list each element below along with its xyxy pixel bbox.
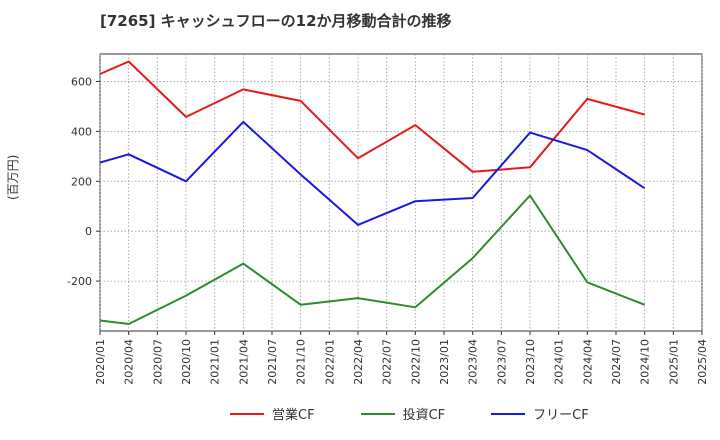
legend-swatch-investing: [360, 412, 395, 415]
series-line-1: [99, 194, 646, 325]
legend: 営業CF 投資CF フリーCF: [230, 404, 589, 423]
x-tick-label: 2021/10: [295, 339, 308, 385]
x-tick-label: 2021/04: [237, 339, 250, 385]
x-tick-label: 2022/04: [352, 339, 365, 385]
legend-swatch-free: [491, 412, 526, 415]
legend-item-investing: 投資CF: [360, 404, 446, 423]
x-tick-label: 2020/07: [151, 339, 164, 385]
legend-item-free: フリーCF: [491, 404, 589, 423]
x-tick-label: 2025/04: [696, 339, 709, 385]
x-tick-label: 2020/01: [94, 339, 107, 385]
plot-frame: [99, 53, 703, 332]
x-tick-label: 2024/01: [553, 339, 566, 385]
x-tick-label: 2022/01: [323, 339, 336, 385]
x-tick-label: 2024/07: [610, 339, 623, 385]
y-tick-label: -200: [67, 275, 92, 288]
x-tick-label: 2024/04: [581, 339, 594, 385]
chart-title: [7265] キャッシュフローの12か月移動合計の推移: [100, 12, 452, 30]
y-tick-label: 600: [71, 75, 92, 88]
x-tick-label: 2022/10: [409, 339, 422, 385]
x-tick-label: 2023/10: [524, 339, 537, 385]
legend-swatch-operating: [230, 412, 264, 415]
x-tick-label: 2020/04: [123, 339, 136, 385]
x-tick-label: 2021/01: [209, 339, 222, 385]
legend-label-operating: 営業CF: [272, 408, 315, 423]
x-tick-label: 2023/07: [495, 339, 508, 385]
y-tick-label: 0: [85, 225, 92, 238]
x-tick-label: 2020/10: [180, 339, 193, 385]
series-line-0: [99, 60, 645, 173]
legend-item-operating: 営業CF: [230, 404, 315, 423]
x-tick-label: 2024/10: [639, 339, 652, 385]
x-tick-label: 2022/07: [381, 339, 394, 385]
y-tick-label: 400: [71, 125, 92, 138]
series-line-2: [99, 120, 646, 226]
y-tick-label: 200: [71, 175, 92, 188]
x-tick-label: 2025/01: [667, 339, 680, 385]
x-tick-label: 2021/07: [266, 339, 279, 385]
legend-label-investing: 投資CF: [402, 408, 446, 423]
x-tick-label: 2023/01: [438, 339, 451, 385]
x-tick-label: 2023/04: [467, 339, 480, 385]
legend-label-free: フリーCF: [533, 408, 589, 423]
